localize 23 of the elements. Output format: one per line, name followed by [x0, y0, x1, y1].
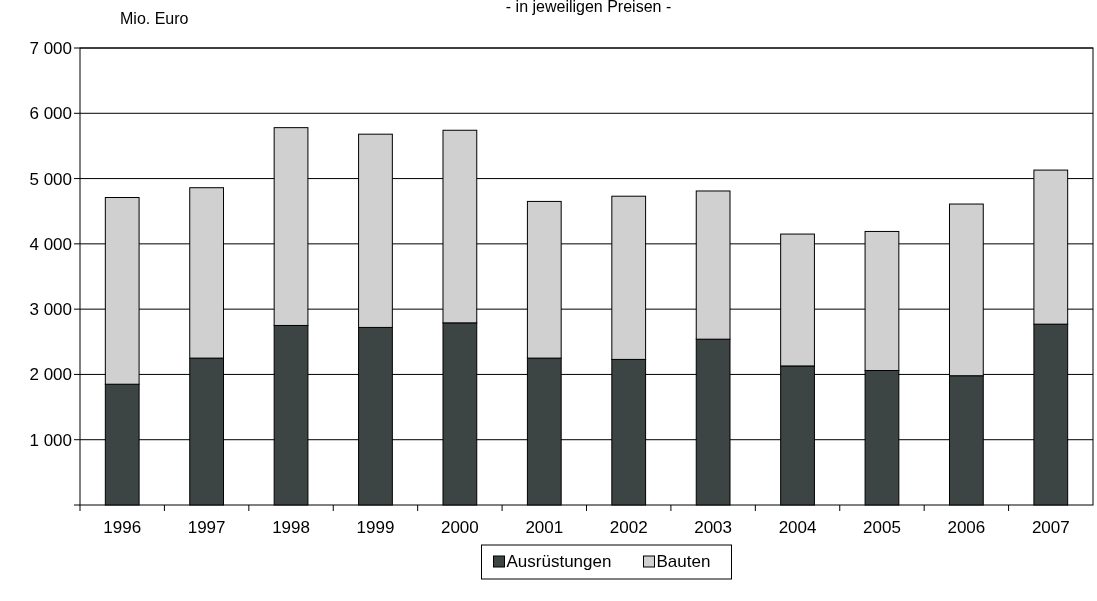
y-tick-label: 6 000	[29, 104, 72, 124]
x-tick-label: 1998	[272, 518, 310, 537]
x-tick-label: 2005	[863, 518, 901, 537]
x-tick-label: 2006	[947, 518, 986, 537]
y-tick-label: 5 000	[29, 169, 72, 189]
legend-label: Bauten	[656, 551, 711, 571]
x-tick-label: 2004	[778, 518, 817, 537]
x-tick-label: 2002	[609, 518, 648, 537]
y-tick-label: 7 000	[29, 38, 72, 58]
y-tick-label: 1 000	[29, 430, 72, 450]
y-tick-label: 2 000	[29, 365, 72, 385]
x-tick-label: 2001	[525, 518, 564, 537]
y-tick-label: 3 000	[29, 300, 72, 320]
x-tick-label: 2007	[1031, 518, 1070, 537]
x-tick-label: 2003	[694, 518, 733, 537]
x-tick-label: 1996	[103, 518, 142, 537]
chart-subtitle: - in jeweiligen Preisen -	[505, 0, 672, 15]
x-tick-label: 2000	[440, 518, 479, 537]
x-tick-label: 1997	[187, 518, 226, 537]
y-tick-label: 4 000	[29, 234, 72, 254]
legend-label: Ausrüstungen	[506, 551, 612, 571]
y-axis-title: Mio. Euro	[120, 10, 189, 27]
x-tick-label: 1999	[356, 518, 395, 537]
